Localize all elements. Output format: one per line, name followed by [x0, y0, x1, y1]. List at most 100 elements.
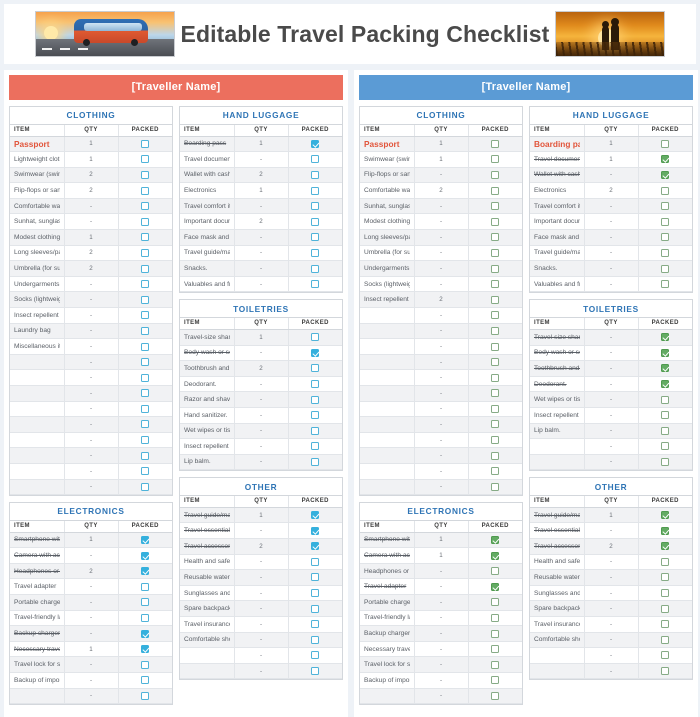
table-row[interactable]: Valuables and fragile items.-	[530, 276, 692, 293]
table-row[interactable]: Boarding pass 1	[530, 136, 692, 153]
checkbox-checked-icon[interactable]	[661, 333, 670, 342]
packed-cell[interactable]	[468, 136, 522, 153]
table-row[interactable]: -	[360, 385, 522, 402]
qty-cell[interactable]: 2	[234, 360, 289, 377]
qty-cell[interactable]: -	[234, 522, 289, 539]
table-row[interactable]: -	[360, 323, 522, 340]
packed-cell[interactable]	[118, 276, 172, 293]
checkbox-unchecked-icon[interactable]	[141, 358, 150, 367]
packed-cell[interactable]	[638, 616, 692, 633]
checkbox-unchecked-icon[interactable]	[311, 457, 320, 466]
item-cell[interactable]: Travel adapter	[10, 578, 65, 596]
table-row[interactable]: Travel lock for security-	[360, 656, 522, 673]
packed-cell[interactable]	[468, 338, 522, 355]
item-cell[interactable]: Lip balm.	[180, 454, 235, 471]
item-cell[interactable]: Comfortable walking shoes	[10, 198, 65, 215]
packed-cell[interactable]	[288, 632, 342, 649]
item-cell[interactable]: Flip-flops or sandals	[360, 167, 415, 184]
table-row[interactable]: Headphones or earphones 2	[10, 563, 172, 580]
qty-cell[interactable]: -	[414, 213, 469, 231]
item-cell[interactable]: Necessary travel apps downloaded	[360, 641, 415, 658]
qty-cell[interactable]: -	[584, 554, 639, 571]
table-row[interactable]: Electronics 2	[530, 182, 692, 199]
item-cell[interactable]	[530, 454, 585, 471]
table-row[interactable]: Insect repellent (if needed).-	[530, 407, 692, 424]
checkbox-unchecked-icon[interactable]	[311, 217, 320, 226]
checkbox-unchecked-icon[interactable]	[491, 373, 500, 382]
checkbox-unchecked-icon[interactable]	[661, 573, 670, 582]
packed-cell[interactable]	[118, 401, 172, 418]
item-cell[interactable]: Comfortable shoes	[530, 632, 585, 649]
qty-cell[interactable]: 1	[64, 151, 119, 168]
item-cell[interactable]: Laundry bag	[10, 323, 65, 340]
checkbox-unchecked-icon[interactable]	[311, 651, 320, 660]
checkbox-unchecked-icon[interactable]	[661, 589, 670, 598]
checkbox-unchecked-icon[interactable]	[141, 342, 150, 351]
checkbox-unchecked-icon[interactable]	[311, 557, 320, 566]
packed-cell[interactable]	[118, 182, 172, 199]
qty-cell[interactable]: -	[414, 385, 469, 402]
qty-cell[interactable]: -	[584, 276, 639, 293]
table-row[interactable]: Swimwear (swimsuits and cover-up) 1	[360, 151, 522, 168]
table-row[interactable]: -	[10, 447, 172, 464]
table-row[interactable]: Health and safety items-	[530, 554, 692, 571]
checkbox-checked-icon[interactable]	[311, 139, 320, 148]
item-cell[interactable]: Passport	[360, 136, 415, 153]
checkbox-checked-icon[interactable]	[141, 629, 150, 638]
qty-cell[interactable]: -	[584, 569, 639, 586]
item-cell[interactable]: Socks (lightweight)	[10, 291, 65, 309]
checkbox-unchecked-icon[interactable]	[311, 442, 320, 451]
packed-cell[interactable]	[638, 600, 692, 617]
packed-cell[interactable]	[638, 423, 692, 440]
checkbox-unchecked-icon[interactable]	[311, 155, 320, 164]
qty-cell[interactable]: -	[234, 391, 289, 408]
packed-cell[interactable]	[118, 213, 172, 231]
table-row[interactable]: -	[10, 354, 172, 371]
table-row[interactable]: -	[10, 401, 172, 418]
packed-cell[interactable]	[468, 463, 522, 480]
item-cell[interactable]: Undergarments and sleepwear	[10, 276, 65, 293]
checkbox-unchecked-icon[interactable]	[661, 264, 670, 273]
checkbox-unchecked-icon[interactable]	[311, 635, 320, 644]
qty-cell[interactable]: 1	[584, 151, 639, 168]
item-cell[interactable]: Lightweight clothing	[10, 151, 65, 168]
qty-cell[interactable]: -	[234, 569, 289, 586]
item-cell[interactable]: Travel guide/maps.	[530, 245, 585, 262]
table-row[interactable]: Socks (lightweight)-	[10, 291, 172, 309]
checkbox-unchecked-icon[interactable]	[141, 280, 150, 289]
item-cell[interactable]: Body wash or soap.	[180, 345, 235, 362]
checkbox-unchecked-icon[interactable]	[491, 436, 500, 445]
item-cell[interactable]: Headphones or earphones	[360, 563, 415, 580]
item-cell[interactable]: Toothbrush and toothpaste.	[180, 360, 235, 377]
checkbox-unchecked-icon[interactable]	[311, 248, 320, 257]
checkbox-unchecked-icon[interactable]	[491, 217, 500, 226]
packed-cell[interactable]	[288, 454, 342, 471]
table-row[interactable]: Body wash or soap.-	[530, 345, 692, 362]
item-cell[interactable]: Travel insurance information	[180, 616, 235, 633]
checkbox-checked-icon[interactable]	[661, 511, 670, 520]
packed-cell[interactable]	[638, 260, 692, 277]
item-cell[interactable]	[360, 416, 415, 433]
item-cell[interactable]: Modest clothing for temple visits	[10, 229, 65, 246]
qty-cell[interactable]: -	[234, 229, 289, 246]
qty-cell[interactable]: -	[64, 625, 119, 642]
table-row[interactable]: Backup chargers and cables-	[360, 625, 522, 642]
table-row[interactable]: Lightweight clothing 1	[10, 151, 172, 168]
item-cell[interactable]: Backup of important documents	[10, 672, 65, 689]
table-row[interactable]: Health and safety items-	[180, 554, 342, 571]
item-cell[interactable]: Deodorant.	[530, 376, 585, 393]
table-row[interactable]: Travel guide/maps 1	[530, 507, 692, 524]
table-row[interactable]: Hand sanitizer. -	[180, 407, 342, 424]
qty-cell[interactable]: -	[64, 213, 119, 231]
item-cell[interactable]: Wallet with cash, cards, and ID.	[530, 167, 585, 184]
table-row[interactable]: Travel-size shampoo 1	[180, 329, 342, 346]
qty-cell[interactable]: -	[234, 345, 289, 362]
packed-cell[interactable]	[118, 672, 172, 689]
packed-cell[interactable]	[468, 532, 522, 549]
item-cell[interactable]: Travel-size shampoo	[530, 329, 585, 346]
checkbox-unchecked-icon[interactable]	[661, 426, 670, 435]
qty-cell[interactable]: -	[414, 594, 469, 611]
qty-cell[interactable]: -	[414, 354, 469, 371]
packed-cell[interactable]	[118, 245, 172, 262]
packed-cell[interactable]	[118, 136, 172, 153]
